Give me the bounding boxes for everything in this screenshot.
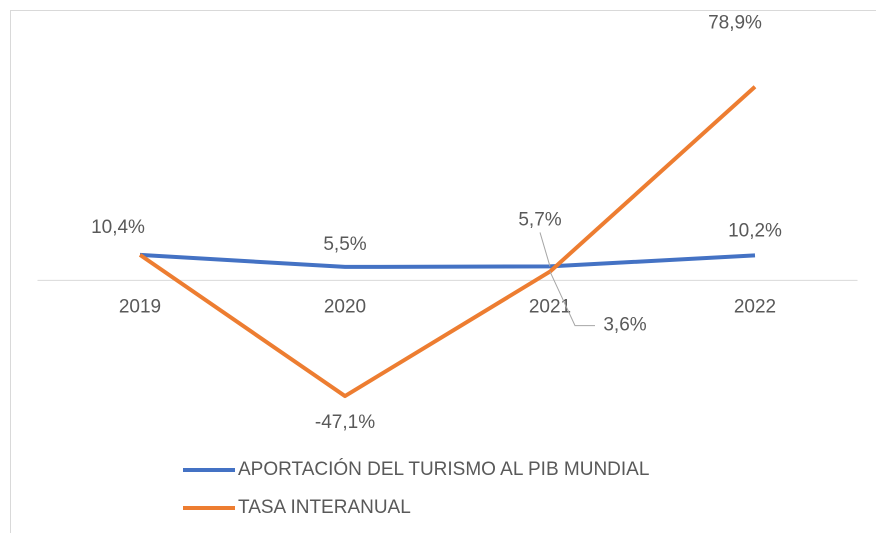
- data-label: 5,7%: [518, 209, 561, 230]
- data-label: -47,1%: [315, 412, 375, 433]
- series-line: [139, 252, 756, 269]
- leader-line: [539, 232, 551, 267]
- legend-label: APORTACIÓN DEL TURISMO AL PIB MUNDIAL: [238, 458, 649, 480]
- x-tick-label: 2020: [324, 296, 366, 317]
- series-line: [138, 85, 757, 399]
- leader-line: [549, 271, 595, 327]
- data-label: 78,9%: [708, 13, 762, 34]
- x-tick-label: 2021: [529, 296, 571, 317]
- data-label: 10,2%: [728, 220, 782, 241]
- x-tick-label: 2022: [734, 296, 776, 317]
- x-tick-label: 2019: [119, 296, 161, 317]
- chart-border: [10, 10, 876, 533]
- data-label: 3,6%: [603, 315, 646, 336]
- legend-label: TASA INTERANUAL: [238, 497, 411, 518]
- data-label: 5,5%: [323, 234, 366, 255]
- data-label: 10,4%: [91, 217, 145, 238]
